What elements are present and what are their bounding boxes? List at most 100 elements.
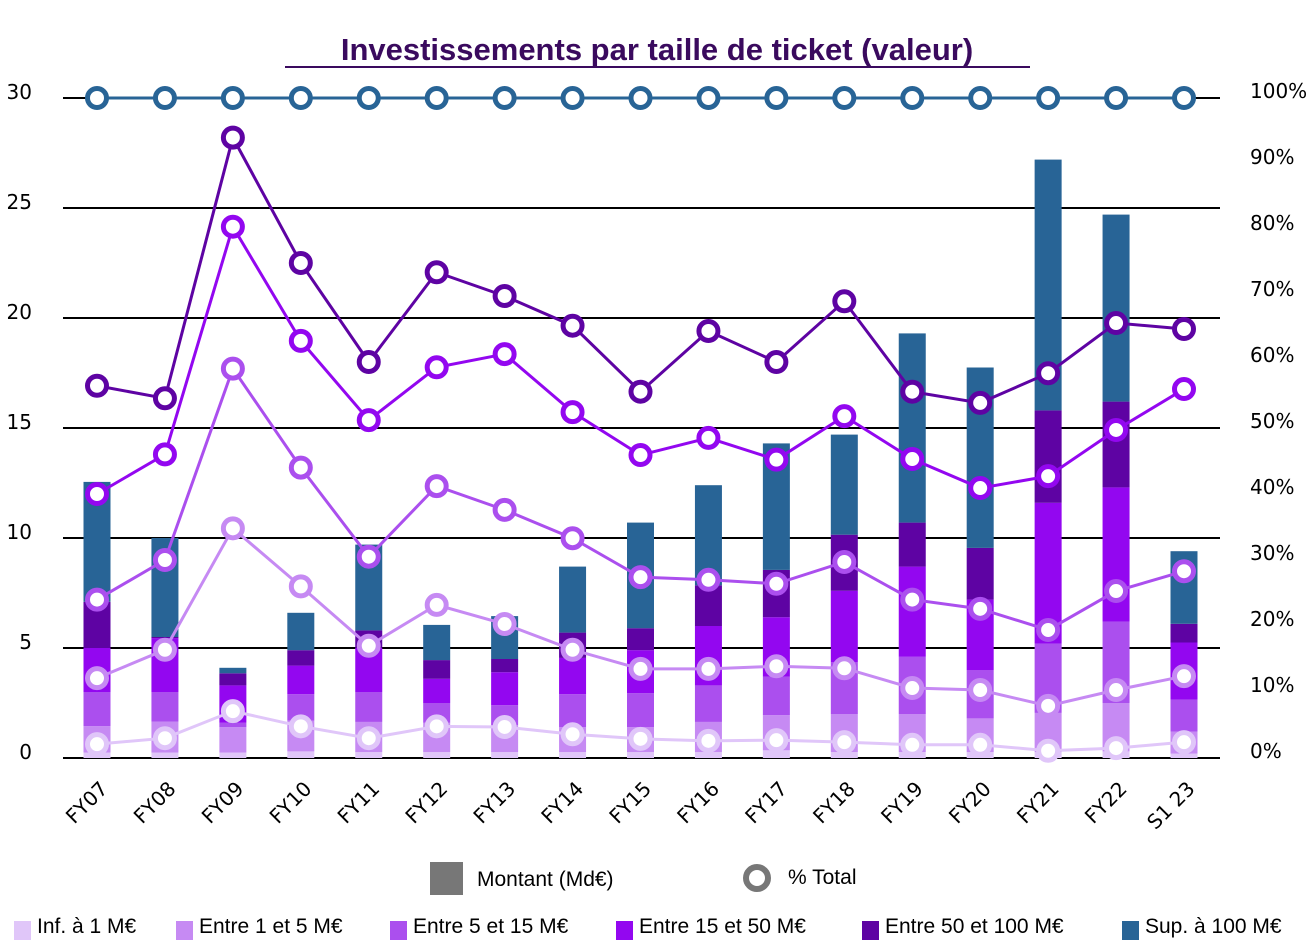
percent-point: [1036, 86, 1061, 110]
y2-tick-label: 100%: [1250, 79, 1307, 103]
bar-segment: [287, 650, 315, 666]
y2-tick-label: 10%: [1250, 673, 1294, 697]
bar-segment: [423, 624, 451, 661]
bar-segment: [559, 657, 587, 695]
percent-point: [832, 549, 857, 574]
bar-segment: [830, 752, 858, 758]
x-tick-label: FY19: [876, 777, 928, 829]
percent-point: [152, 726, 177, 751]
percent-point: [220, 516, 245, 541]
percent-point: [288, 455, 313, 480]
x-tick-label: FY15: [604, 777, 656, 829]
percent-point: [968, 732, 993, 757]
percent-point: [900, 732, 925, 757]
bar-segment: [898, 333, 926, 523]
percent-point: [764, 86, 789, 110]
percent-point: [356, 544, 381, 569]
legend-label: Entre 5 et 15 M€: [413, 915, 569, 938]
percent-point: [288, 574, 313, 599]
percent-point: [1104, 86, 1129, 110]
percent-point: [764, 447, 789, 472]
x-tick-label: FY17: [740, 777, 792, 829]
percent-point: [1172, 664, 1196, 689]
bar-segment: [491, 659, 519, 673]
percent-point: [1104, 678, 1129, 703]
x-tick-label: FY18: [808, 777, 860, 829]
percent-point: [1104, 417, 1129, 442]
percent-point: [356, 408, 381, 433]
percent-point: [152, 86, 177, 110]
x-tick-label: FY08: [129, 777, 181, 829]
bar-segment: [627, 752, 654, 758]
bar-segment: [219, 752, 247, 758]
percent-point: [85, 373, 109, 398]
percent-point: [424, 592, 449, 617]
bar-segment: [559, 752, 587, 758]
percent-point: [288, 251, 313, 275]
percent-point: [492, 284, 517, 308]
percent-point: [628, 565, 653, 590]
legend-swatch: [14, 921, 31, 940]
bar-segment: [151, 637, 179, 639]
percent-point: [288, 328, 313, 353]
bar-segment: [694, 585, 722, 626]
percent-point: [560, 722, 585, 747]
bar-segment: [1034, 410, 1062, 503]
bar-segment: [219, 667, 247, 674]
y-axis-left: 0 5 10 15 20 25 30: [7, 80, 32, 764]
percent-point: [1036, 738, 1061, 763]
y-tick-label: 15: [7, 410, 32, 434]
legend-label: Entre 50 et 100 M€: [885, 915, 1064, 938]
percent-point: [220, 86, 245, 110]
percent-point: [628, 443, 653, 468]
percent-point: [1172, 317, 1196, 341]
y-tick-label: 0: [19, 740, 32, 764]
percent-point: [1104, 579, 1129, 604]
legend-label: Montant (Md€): [477, 868, 614, 891]
percent-point: [628, 379, 653, 404]
percent-point: [1172, 559, 1196, 584]
bar-segment: [1170, 699, 1198, 732]
percent-point: [764, 350, 789, 374]
bar-segment: [219, 673, 247, 686]
legend-swatch: [390, 921, 407, 940]
percent-point: [85, 86, 109, 110]
bar-segment: [151, 752, 179, 758]
bar-segment: [694, 685, 722, 722]
bar-segment: [1102, 214, 1130, 402]
bar-segment: [1170, 623, 1198, 643]
percent-point: [424, 260, 449, 285]
bar-segment: [491, 752, 519, 758]
percent-point: [1172, 86, 1196, 110]
percent-point: [1036, 464, 1061, 489]
percent-point: [152, 548, 177, 572]
percent-point: [1104, 311, 1129, 336]
y2-tick-label: 80%: [1250, 211, 1294, 235]
bar-segment: [287, 665, 315, 695]
percent-point: [1172, 730, 1196, 755]
y2-tick-label: 90%: [1250, 145, 1294, 169]
percent-point: [696, 318, 721, 343]
percent-point: [900, 379, 925, 404]
percent-point: [1036, 617, 1061, 642]
percent-point: [220, 356, 245, 381]
bar-segment: [627, 628, 654, 651]
percent-point: [696, 567, 721, 592]
percent-point: [288, 714, 313, 739]
legend-swatch: [862, 921, 879, 940]
percent-point: [628, 726, 653, 751]
percent-point: [356, 726, 381, 751]
percent-point: [1036, 361, 1061, 386]
percent-point: [968, 390, 993, 415]
percent-point: [900, 447, 925, 472]
legend: Montant (Md€) % Total Inf. à 1 M€ Entre 1 e…: [14, 862, 1282, 940]
bar-segment: [287, 612, 315, 651]
y-axis-right: 0% 10% 20% 30% 40% 50% 60% 70% 80% 90% 100%: [1250, 79, 1307, 763]
percent-point: [356, 633, 381, 658]
legend-label: Inf. à 1 M€: [37, 915, 137, 938]
bar-segment: [1102, 401, 1130, 488]
x-tick-label: FY09: [197, 777, 249, 829]
y-tick-label: 25: [7, 190, 32, 214]
percent-point: [492, 342, 517, 367]
